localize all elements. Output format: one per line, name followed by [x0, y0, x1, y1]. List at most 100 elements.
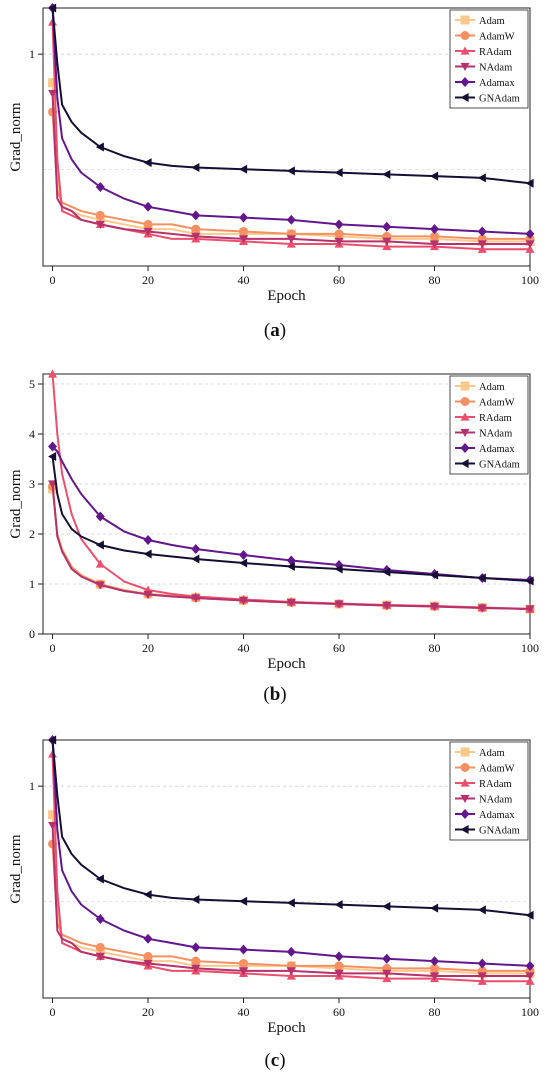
series-nadam [48, 821, 535, 981]
data-point-adamax [143, 933, 153, 944]
data-point-gnadam [95, 142, 104, 152]
legend-label: AdamW [479, 32, 515, 43]
x-tick-label: 20 [142, 273, 154, 287]
x-tick-label: 40 [238, 641, 250, 655]
series-adamax [48, 3, 535, 239]
data-point-radam [48, 369, 58, 378]
data-point-gnadam [525, 178, 534, 188]
y-tick-label: 1 [29, 577, 35, 591]
data-point-radam [525, 976, 535, 985]
data-point-nadam [239, 596, 249, 605]
data-point-radam [477, 976, 487, 985]
panel-label-a-close: ) [279, 320, 287, 341]
data-point-gnadam [430, 570, 439, 580]
y-tick-label: 1 [29, 779, 35, 793]
data-point-adamax [95, 511, 105, 522]
legend-label: GNAdam [479, 460, 520, 471]
data-point-adamax [382, 221, 392, 232]
data-point-adamw [143, 951, 153, 961]
chart-panel-2: 0 20 40 60 80 100012345EpochGrad_normAdamAdam… [8, 369, 539, 672]
data-point-nadam [430, 602, 440, 611]
data-point-adamax [430, 956, 440, 967]
series-line-nadam [51, 825, 530, 977]
data-point-nadam [191, 964, 201, 973]
legend-label: Adamax [479, 78, 515, 89]
legend-marker [460, 15, 470, 25]
legend-item-adamw: AdamW [455, 31, 515, 43]
legend-box [449, 741, 529, 841]
x-tick-label: 0 [50, 273, 56, 287]
legend: Adam AdamW RAdam NAdam Adamax GNAdam [449, 375, 529, 475]
legend-label: Adam [479, 16, 505, 27]
data-point-adamw [95, 210, 105, 220]
data-point-nadam [191, 232, 201, 241]
series-nadam [48, 480, 535, 614]
data-point-adam [48, 78, 58, 88]
y-tick-label: 5 [29, 377, 35, 391]
x-tick-label: 40 [238, 1005, 250, 1019]
legend-label: NAdam [479, 429, 512, 440]
panel-label-b: (b) [0, 684, 550, 706]
series-line-radam [51, 22, 530, 251]
legend-label: NAdam [479, 63, 512, 74]
legend-marker [460, 46, 470, 55]
data-point-nadam [430, 972, 440, 981]
data-point-gnadam [191, 554, 200, 564]
data-point-gnadam [334, 900, 343, 910]
legend-box [449, 375, 529, 475]
data-point-nadam [286, 235, 296, 244]
data-point-adamax [191, 210, 201, 221]
legend-marker [460, 31, 470, 40]
legend-item-radam: RAdam [455, 412, 512, 424]
data-point-gnadam [477, 173, 486, 183]
legend-item-adam: Adam [455, 15, 505, 27]
data-point-adamax [477, 958, 487, 969]
panel-label-b-open: ( [263, 684, 270, 705]
legend-item-adamax: Adamax [455, 443, 515, 455]
legend-item-nadam: NAdam [455, 429, 512, 440]
x-tick-label: 80 [429, 1005, 441, 1019]
panel-label-c: (c) [0, 1050, 550, 1072]
data-point-adamax [382, 953, 392, 964]
y-tick-label: 4 [29, 427, 35, 441]
panel-label-a-letter: a [270, 320, 280, 341]
data-point-adamw [239, 226, 249, 236]
data-point-adamw [430, 963, 440, 973]
data-point-nadam [477, 972, 487, 981]
legend-item-nadam: NAdam [455, 795, 512, 806]
data-point-nadam [143, 959, 153, 968]
data-point-adamax [143, 535, 153, 545]
series-line-radam [51, 754, 530, 983]
data-point-adamax [143, 201, 153, 212]
data-point-nadam [525, 605, 535, 614]
data-point-nadam [430, 240, 440, 249]
panel-label-c-letter: c [270, 1050, 280, 1071]
legend-label: AdamW [479, 398, 515, 409]
x-tick-label: 100 [521, 273, 539, 287]
data-point-adamax [334, 951, 344, 962]
data-point-radam [382, 974, 392, 983]
data-point-nadam [382, 969, 392, 978]
legend-marker [460, 428, 470, 437]
legend-label: RAdam [479, 413, 512, 424]
data-point-adamw [430, 231, 440, 241]
data-point-gnadam [477, 573, 486, 583]
series-line-gnadam [51, 456, 531, 582]
data-point-nadam [334, 237, 344, 246]
x-axis-label: Epoch [267, 288, 306, 304]
data-point-gnadam [334, 168, 343, 178]
data-point-gnadam [48, 452, 57, 461]
data-point-radam [382, 242, 392, 251]
data-point-gnadam [239, 164, 248, 174]
legend-label: NAdam [479, 795, 512, 806]
data-point-gnadam [430, 903, 439, 913]
legend-marker [460, 62, 470, 71]
data-point-radam [525, 244, 535, 253]
x-axis-label: Epoch [267, 656, 306, 672]
data-point-adamax [430, 224, 440, 235]
legend-label: GNAdam [479, 826, 520, 837]
x-tick-label: 80 [429, 273, 441, 287]
data-point-gnadam [430, 171, 439, 181]
data-point-adamw [334, 961, 344, 971]
